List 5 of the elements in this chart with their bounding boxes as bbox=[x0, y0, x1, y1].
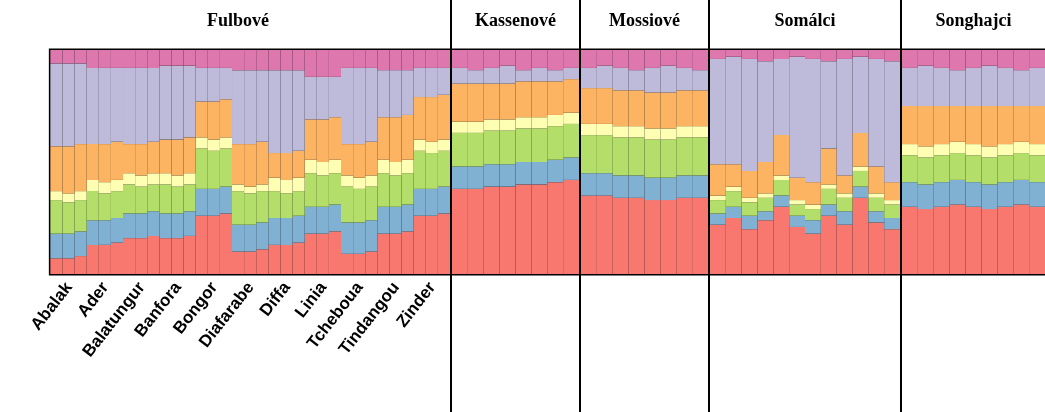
chart-title: Songhajci bbox=[935, 10, 1012, 30]
chart-title: Mossiové bbox=[609, 10, 680, 30]
chart-title: Somálci bbox=[774, 10, 836, 30]
chart-title: Kassenové bbox=[475, 10, 557, 30]
chart-title: Fulbové bbox=[206, 10, 270, 30]
